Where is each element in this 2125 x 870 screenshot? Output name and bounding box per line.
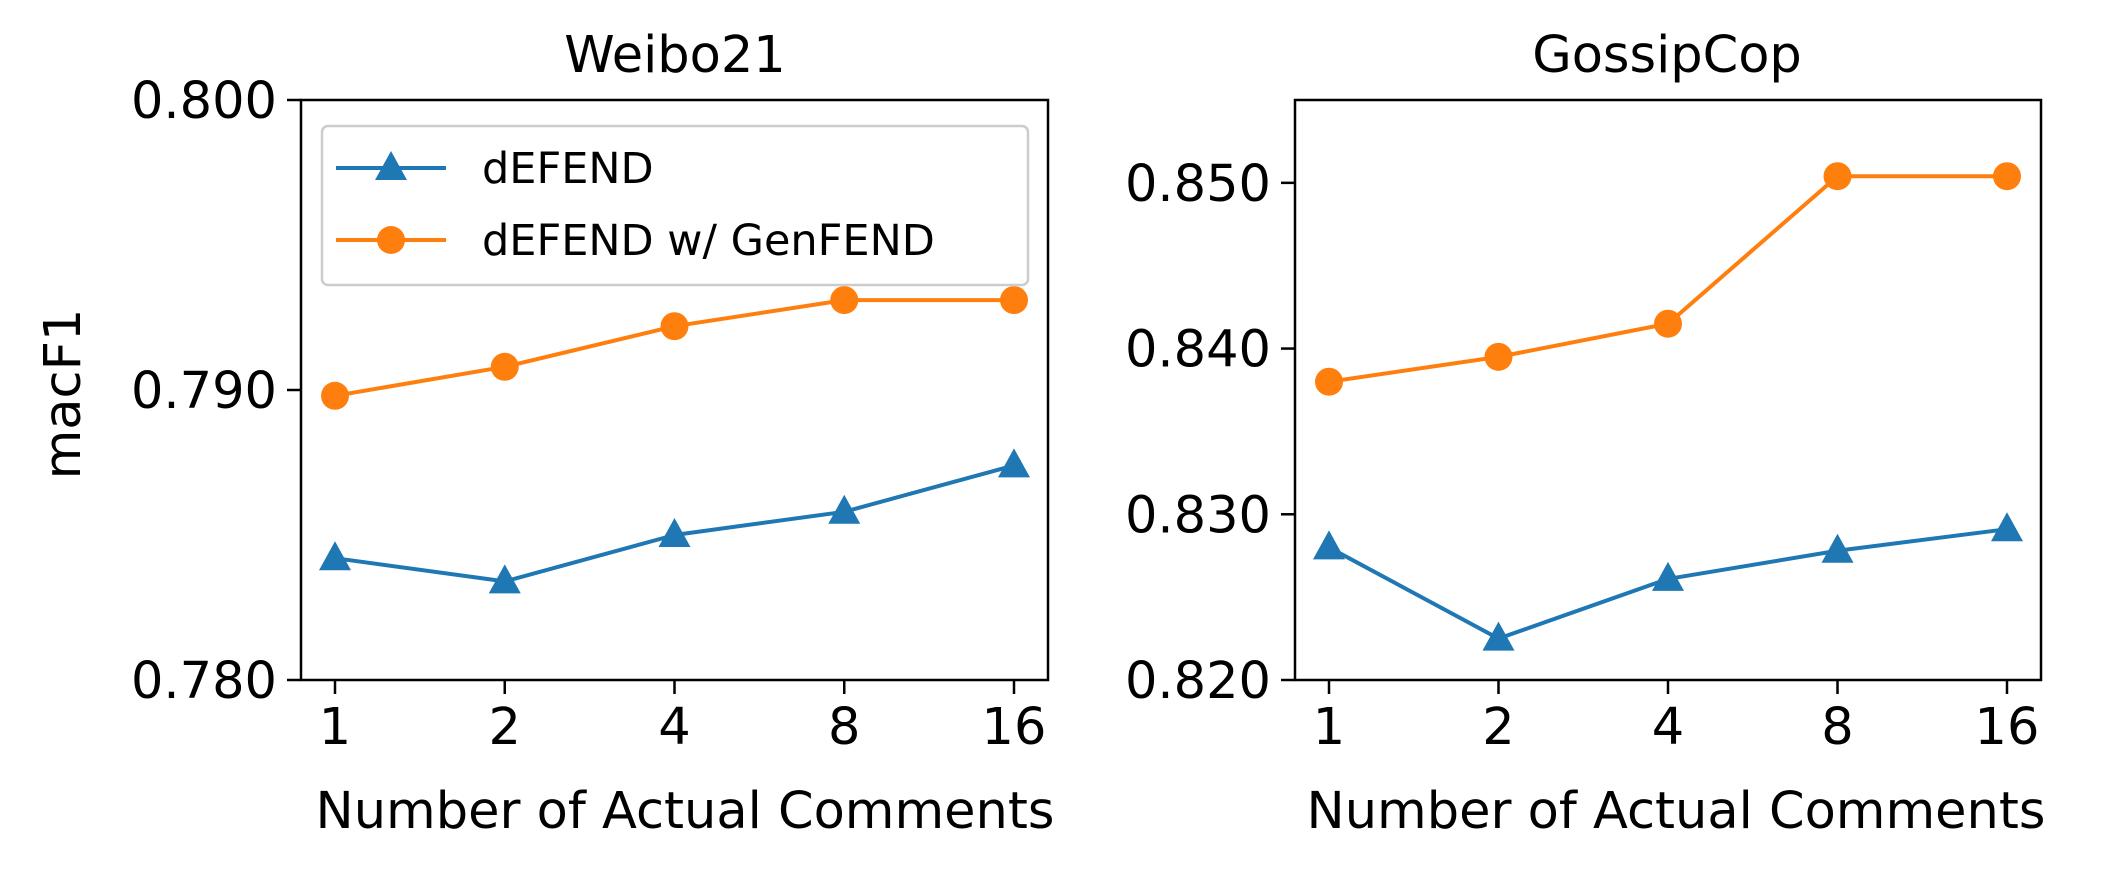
x-tick-label: 1	[319, 698, 351, 757]
data-point-defend-w-genfend	[830, 286, 858, 314]
data-point-defend-w-genfend	[1315, 368, 1343, 396]
legend: dEFEND dEFEND w/ GenFEND	[322, 126, 1028, 285]
legend-label-defend-genfend: dEFEND w/ GenFEND	[482, 216, 935, 266]
x-tick-label: 16	[1975, 698, 2040, 757]
y-tick-label: 0.780	[131, 652, 277, 711]
data-point-defend-w-genfend	[1824, 162, 1852, 190]
x-tick-label: 16	[982, 698, 1047, 757]
y-axis-label: macF1	[34, 309, 93, 480]
legend-marker-defend-genfend	[377, 226, 405, 254]
data-point-defend-w-genfend	[321, 382, 349, 410]
y-tick-label: 0.850	[1125, 155, 1271, 214]
y-tick-label: 0.820	[1125, 652, 1271, 711]
data-point-defend-w-genfend	[1654, 310, 1682, 338]
panel-title: Weibo21	[564, 26, 785, 85]
data-point-defend-w-genfend	[491, 353, 519, 381]
x-axis-label: Number of Actual Comments	[316, 782, 1055, 841]
x-tick-label: 4	[1652, 698, 1684, 757]
x-tick-label: 2	[1482, 698, 1514, 757]
x-tick-label: 4	[658, 698, 690, 757]
y-tick-label: 0.840	[1125, 321, 1271, 380]
panel-title: GossipCop	[1532, 26, 1802, 85]
x-axis-label: Number of Actual Comments	[1307, 782, 2046, 841]
data-point-defend-w-genfend	[1485, 343, 1513, 371]
data-point-defend-w-genfend	[1993, 162, 2021, 190]
x-tick-label: 2	[489, 698, 521, 757]
legend-label-defend: dEFEND	[482, 144, 654, 194]
data-point-defend-w-genfend	[1000, 286, 1028, 314]
y-tick-label: 0.800	[131, 72, 277, 131]
data-point-defend-w-genfend	[661, 312, 689, 340]
y-tick-label: 0.790	[131, 362, 277, 421]
x-tick-label: 1	[1313, 698, 1345, 757]
x-tick-label: 8	[1821, 698, 1853, 757]
x-tick-label: 8	[828, 698, 860, 757]
y-tick-label: 0.830	[1125, 486, 1271, 545]
